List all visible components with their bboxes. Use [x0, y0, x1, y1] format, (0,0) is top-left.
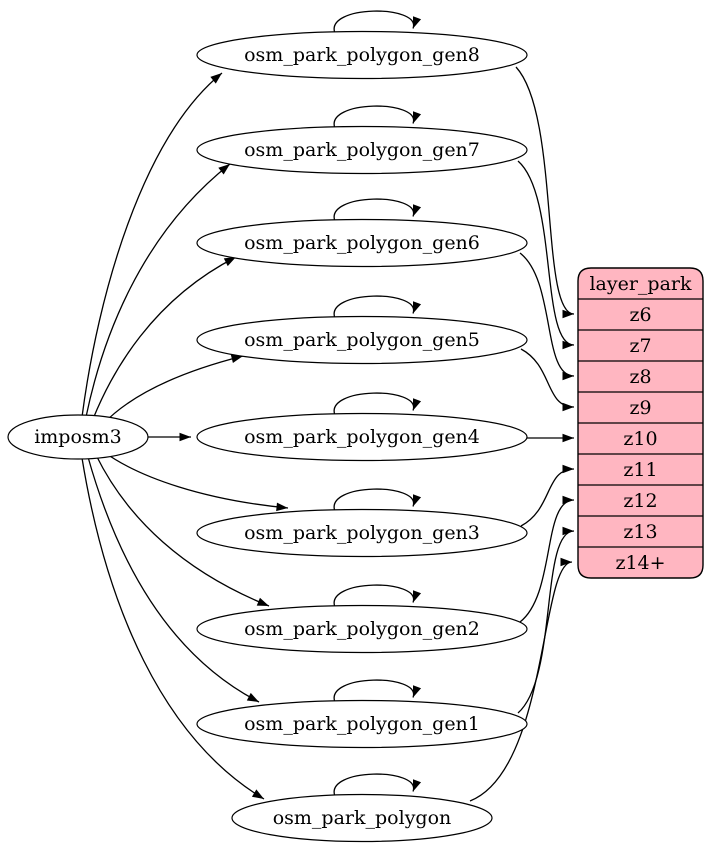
node-label-osm_park_polygon_gen2: osm_park_polygon_gen2	[244, 618, 480, 640]
edge-osm_park_polygon_gen8-to-z6	[515, 66, 575, 315]
edge-imposm3-to-osm_park_polygon_gen3	[103, 451, 289, 509]
arrowhead-icon	[246, 692, 259, 702]
edge-imposm3-to-osm_park_polygon_gen8	[81, 72, 223, 418]
node-imposm3	[7, 414, 149, 460]
edge-osm_park_polygon-to-z14+	[469, 561, 573, 802]
self-loop-osm_park_polygon_gen1	[333, 679, 414, 703]
arrowhead-icon	[562, 526, 574, 536]
arrowhead-icon	[179, 432, 191, 442]
layer-row-z6: z6	[629, 304, 651, 326]
arrowhead-icon	[413, 301, 422, 314]
edge-osm_park_polygon_gen6-to-z8	[519, 252, 575, 377]
layer-row-z10: z10	[623, 428, 657, 450]
arrowhead-icon	[413, 590, 422, 603]
layer-row-z14+: z14+	[615, 552, 665, 574]
edge-imposm3-to-osm_park_polygon_gen5	[102, 355, 244, 425]
arrowhead-icon	[251, 789, 264, 799]
node-label-osm_park_polygon: osm_park_polygon	[273, 807, 452, 829]
edge-imposm3-to-osm_park_polygon_gen7	[85, 163, 231, 418]
arrowhead-icon	[276, 502, 288, 512]
layer-row-z7: z7	[629, 335, 651, 357]
arrowhead-icon	[560, 557, 572, 567]
node-osm_park_polygon_gen3	[196, 508, 528, 558]
layer-park-header: layer_park	[589, 273, 692, 295]
arrowhead-icon	[562, 433, 574, 443]
edge-imposm3-to-osm_park_polygon	[81, 457, 265, 800]
edge-imposm3-to-osm_park_polygon_gen1	[87, 456, 260, 703]
node-osm_park_polygon_gen8	[196, 30, 528, 80]
arrowhead-icon	[413, 779, 422, 792]
edge-osm_park_polygon_gen1-to-z13	[517, 530, 575, 714]
self-loop-osm_park_polygon_gen7	[333, 105, 414, 129]
node-label-osm_park_polygon_gen7: osm_park_polygon_gen7	[244, 139, 480, 161]
arrowhead-icon	[230, 354, 243, 363]
node-label-osm_park_polygon_gen1: osm_park_polygon_gen1	[244, 713, 480, 735]
arrowhead-icon	[218, 164, 230, 175]
arrowhead-icon	[210, 73, 222, 84]
node-label-osm_park_polygon_gen5: osm_park_polygon_gen5	[244, 329, 480, 351]
layer-row-z12: z12	[623, 490, 657, 512]
layer-row-z11: z11	[623, 459, 657, 481]
node-label-osm_park_polygon_gen3: osm_park_polygon_gen3	[244, 522, 480, 544]
arrowhead-icon	[562, 402, 574, 412]
arrowhead-icon	[562, 340, 574, 350]
arrowhead-icon	[562, 371, 574, 381]
edge-osm_park_polygon_gen2-to-z12	[519, 499, 575, 623]
self-loop-osm_park_polygon_gen4	[333, 392, 414, 416]
layer-row-z13: z13	[623, 521, 657, 543]
node-label-osm_park_polygon_gen4: osm_park_polygon_gen4	[244, 426, 480, 448]
node-osm_park_polygon_gen5	[196, 315, 528, 365]
self-loop-osm_park_polygon_gen2	[333, 584, 414, 608]
node-label-imposm3: imposm3	[34, 426, 122, 448]
arrowhead-icon	[223, 257, 236, 267]
node-osm_park_polygon_gen4	[196, 412, 528, 462]
node-osm_park_polygon_gen6	[196, 218, 528, 268]
arrowhead-icon	[562, 464, 574, 474]
arrowhead-icon	[413, 685, 422, 698]
arrowhead-icon	[256, 597, 269, 606]
edge-imposm3-to-osm_park_polygon_gen2	[95, 454, 270, 607]
arrowhead-icon	[413, 398, 422, 411]
node-osm_park_polygon_gen1	[196, 699, 528, 749]
node-osm_park_polygon_gen7	[196, 125, 528, 175]
layer-row-z9: z9	[629, 397, 651, 419]
arrowhead-icon	[562, 309, 574, 319]
self-loop-osm_park_polygon_gen6	[333, 198, 414, 222]
self-loop-osm_park_polygon_gen3	[333, 488, 414, 512]
node-label-osm_park_polygon_gen8: osm_park_polygon_gen8	[244, 44, 480, 66]
layer-row-z8: z8	[629, 366, 651, 388]
arrowhead-icon	[413, 204, 422, 217]
arrowhead-icon	[413, 111, 422, 124]
arrowhead-icon	[413, 494, 422, 507]
edge-imposm3-to-osm_park_polygon_gen6	[92, 256, 237, 420]
node-osm_park_polygon_gen2	[196, 604, 528, 654]
self-loop-osm_park_polygon_gen8	[333, 10, 414, 34]
arrowhead-icon	[562, 495, 574, 505]
node-label-osm_park_polygon_gen6: osm_park_polygon_gen6	[244, 232, 480, 254]
node-osm_park_polygon	[231, 793, 493, 843]
self-loop-osm_park_polygon	[333, 773, 414, 797]
edge-osm_park_polygon_gen7-to-z7	[517, 160, 575, 346]
self-loop-osm_park_polygon_gen5	[333, 295, 414, 319]
arrowhead-icon	[413, 16, 422, 29]
